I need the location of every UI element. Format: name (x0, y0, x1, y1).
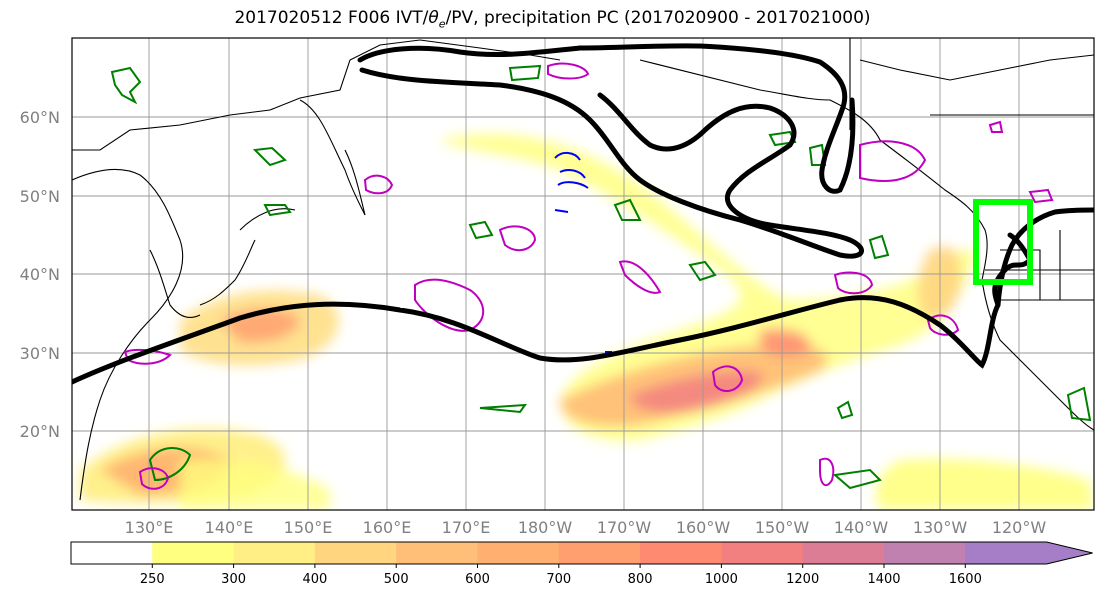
colorbar-segment (152, 542, 235, 564)
colorbar-outline (70, 541, 1093, 565)
lon-label: 150°W (755, 518, 810, 537)
lon-label: 120°W (992, 518, 1047, 537)
colorbar-segment (558, 542, 641, 564)
map-panel (72, 38, 1094, 510)
colorbar-tick-label: 500 (384, 572, 409, 587)
colorbar-segment (884, 542, 966, 564)
lon-label: 170°E (442, 518, 491, 537)
lat-label: 30°N (20, 344, 60, 363)
figure-title: 2017020512 F006 IVT/θe/PV, precipitation… (0, 8, 1105, 30)
lat-label: 60°N (20, 108, 60, 127)
lat-label: 40°N (20, 265, 60, 284)
colorbar-segment (640, 542, 722, 564)
target-region-box (973, 199, 1033, 285)
lat-label: 50°N (20, 187, 60, 206)
lon-label: 180°W (518, 518, 573, 537)
lon-label: 130°E (125, 518, 174, 537)
colorbar-tick-label: 1000 (705, 572, 738, 587)
colorbar-segment (802, 542, 885, 564)
colorbar-segment (71, 542, 153, 564)
colorbar-tick-label: 600 (465, 572, 490, 587)
colorbar-segment (396, 542, 478, 564)
colorbar-tick-label: 1400 (867, 572, 900, 587)
colorbar-segment (314, 542, 397, 564)
latitude-axis: 60°N 50°N 40°N 30°N 20°N (20, 108, 60, 441)
lon-label: 160°E (363, 518, 412, 537)
longitude-axis: 130°E 140°E 150°E 160°E 170°E 180°W 170°… (125, 518, 1047, 537)
pv-contours (110, 64, 1092, 490)
negative-pv-contours (554, 152, 612, 353)
lon-label: 160°W (676, 518, 731, 537)
colorbar-tick-label: 300 (221, 572, 246, 587)
lat-label: 20°N (20, 422, 60, 441)
map-frame (71, 37, 1095, 511)
lon-label: 150°E (284, 518, 333, 537)
lon-label: 170°W (597, 518, 652, 537)
title-theta: θ (428, 8, 439, 28)
colorbar-tick-label: 400 (302, 572, 327, 587)
colorbar-extend-arrow (965, 542, 1093, 564)
colorbar-tick-label: 1600 (949, 572, 982, 587)
colorbar-segment (721, 542, 804, 564)
lon-label: 130°W (913, 518, 968, 537)
colorbar: 250 300 400 500 600 700 800 1000 1200 1400 1600 (70, 541, 1093, 587)
colorbar-segment (233, 542, 316, 564)
title-prefix: 2017020512 F006 IVT/ (234, 8, 429, 28)
title-suffix: /PV, precipitation PC (2017020900 - 2017… (445, 8, 871, 28)
colorbar-tick-label: 700 (546, 572, 571, 587)
colorbar-tick-label: 800 (628, 572, 653, 587)
lon-label: 140°E (205, 518, 254, 537)
colorbar-tick-label: 1200 (786, 572, 819, 587)
ivt-fill (80, 133, 1094, 510)
colorbar-segment (477, 542, 560, 564)
title-subscript: e (438, 17, 446, 31)
colorbar-tick-label: 250 (140, 572, 165, 587)
jet-contours (72, 43, 1094, 385)
lon-label: 140°W (834, 518, 889, 537)
